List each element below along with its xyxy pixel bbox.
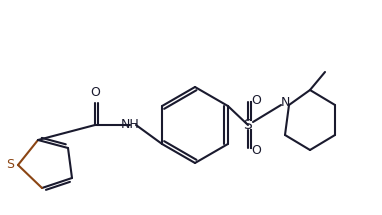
Text: O: O: [251, 94, 261, 106]
Text: NH: NH: [121, 118, 139, 132]
Text: O: O: [251, 143, 261, 157]
Text: S: S: [244, 118, 253, 132]
Text: S: S: [6, 158, 14, 172]
Text: O: O: [90, 86, 100, 99]
Text: N: N: [280, 97, 290, 109]
